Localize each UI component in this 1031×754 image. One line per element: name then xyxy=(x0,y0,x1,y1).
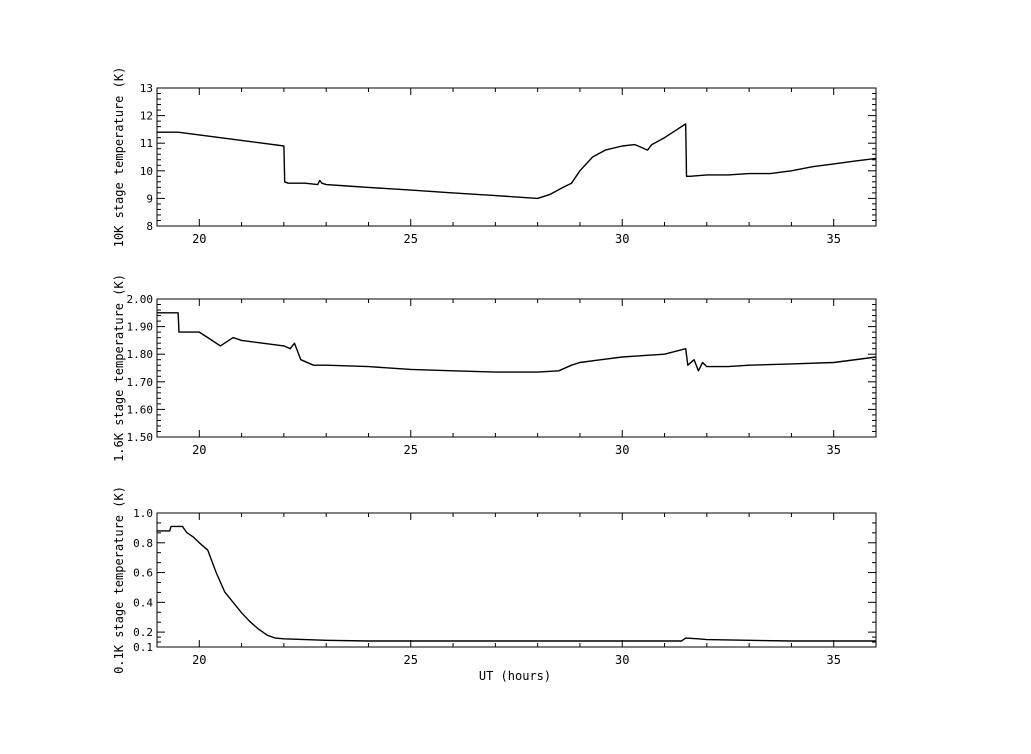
x-tick-label: 30 xyxy=(615,443,629,457)
x-tick-label: 35 xyxy=(826,232,840,246)
x-tick-label: 20 xyxy=(192,443,206,457)
y-tick-label: 1.50 xyxy=(127,431,154,444)
x-tick-label: 25 xyxy=(404,443,418,457)
y-axis-label: 0.1K stage temperature (K) xyxy=(112,486,126,674)
y-tick-label: 12 xyxy=(140,110,153,123)
y-tick-label: 11 xyxy=(140,137,153,150)
y-axis-label: 10K stage temperature (K) xyxy=(112,67,126,248)
y-tick-label: 8 xyxy=(146,220,153,233)
series-line xyxy=(157,123,877,200)
y-tick-label: 0.1 xyxy=(133,641,153,654)
y-tick-label: 10 xyxy=(140,165,153,178)
y-tick-label: 0.4 xyxy=(133,596,153,609)
x-tick-label: 35 xyxy=(826,653,840,667)
y-tick-label: 2.00 xyxy=(127,293,154,306)
y-tick-label: 0.6 xyxy=(133,567,153,580)
x-tick-label: 25 xyxy=(404,653,418,667)
y-tick-label: 0.8 xyxy=(133,537,153,550)
x-tick-label: 20 xyxy=(192,653,206,667)
x-tick-label: 25 xyxy=(404,232,418,246)
plot-frame xyxy=(156,298,877,438)
y-tick-label: 0.2 xyxy=(133,626,153,639)
y-tick-label: 1.60 xyxy=(127,403,154,416)
plot-frame xyxy=(156,87,877,227)
x-axis-label: UT (hours) xyxy=(479,669,551,683)
y-axis-label: 1.6K stage temperature (K) xyxy=(112,274,126,462)
x-tick-label: 30 xyxy=(615,653,629,667)
x-tick-label: 20 xyxy=(192,232,206,246)
y-tick-label: 1.0 xyxy=(133,507,153,520)
y-tick-label: 1.80 xyxy=(127,348,154,361)
series-line xyxy=(157,312,877,373)
y-tick-label: 1.90 xyxy=(127,321,154,334)
series-line xyxy=(157,525,876,642)
y-tick-label: 13 xyxy=(140,82,153,95)
y-tick-label: 9 xyxy=(146,192,153,205)
plot-frame xyxy=(156,512,877,648)
y-tick-label: 1.70 xyxy=(127,376,154,389)
x-tick-label: 35 xyxy=(826,443,840,457)
x-tick-label: 30 xyxy=(615,232,629,246)
